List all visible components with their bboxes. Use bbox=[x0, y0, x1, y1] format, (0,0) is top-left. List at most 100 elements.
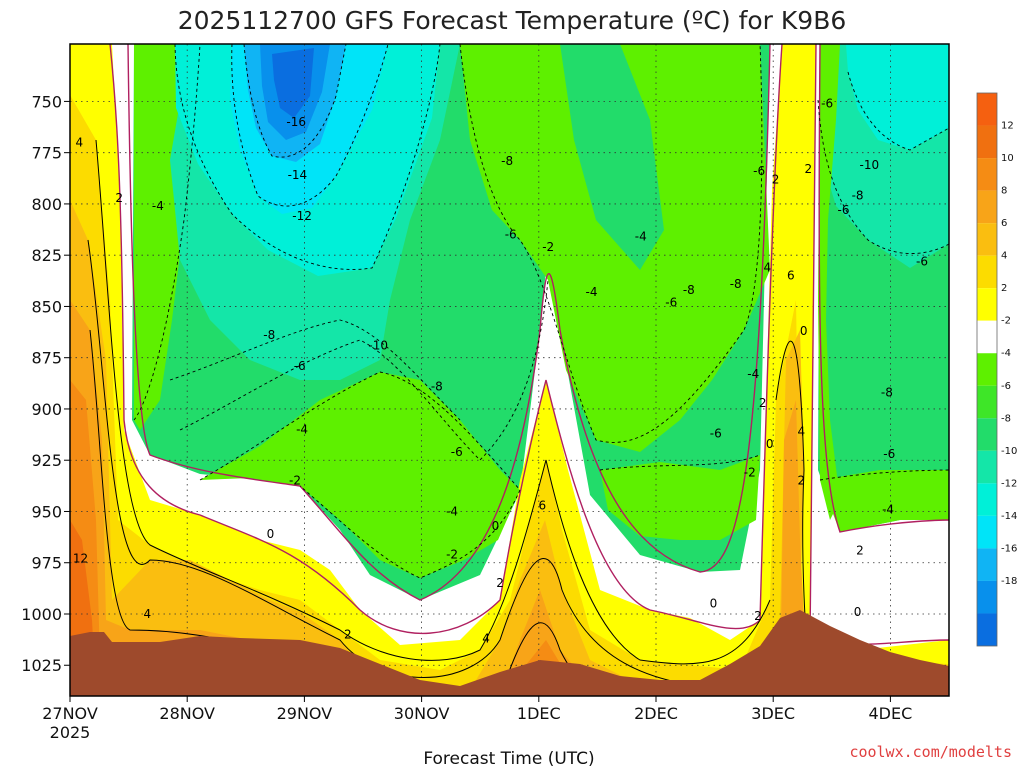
time-axis: 27NOV 28NOV 29NOV 30NOV 1DEC 2DEC 3DEC 4DEC bbox=[42, 696, 912, 723]
contour-label: -6 bbox=[710, 427, 722, 441]
x-tick-label: 4DEC bbox=[869, 704, 913, 723]
band-minus-4-b bbox=[460, 44, 770, 452]
colorbar-swatch bbox=[977, 385, 997, 419]
contour-labels: 42-4-16-14-12-8-6-2-4-4-6-8 -8-622-6-10-8… bbox=[73, 96, 928, 645]
contour-label: 2 bbox=[759, 396, 767, 410]
x-tick-label: 3DEC bbox=[751, 704, 795, 723]
colorbar-swatch bbox=[977, 450, 997, 484]
band-minus-4-d bbox=[818, 44, 840, 520]
contour-line bbox=[199, 371, 521, 579]
y-tick-label: 750 bbox=[31, 92, 62, 111]
contour-label: -10 bbox=[859, 158, 879, 172]
contour-label: -2 bbox=[542, 240, 554, 254]
contour-label: -6 bbox=[505, 228, 517, 242]
colorbar-swatch bbox=[977, 613, 997, 646]
contour-label: 0 bbox=[800, 324, 808, 338]
contour-label: 2 bbox=[805, 162, 813, 176]
contour-label: -8 bbox=[730, 277, 742, 291]
contour-label: -6 bbox=[451, 445, 463, 459]
contour-label: -8 bbox=[263, 328, 275, 342]
contour-label: -2 bbox=[446, 548, 458, 562]
contour-label: 2 bbox=[754, 609, 762, 623]
x-tick-label: 27NOV bbox=[42, 704, 98, 723]
contour-label: 4 bbox=[764, 260, 772, 274]
contour-label: 0 bbox=[766, 437, 774, 451]
contour-label: -12 bbox=[292, 209, 312, 223]
colorbar-label: -16 bbox=[1001, 543, 1017, 554]
contour-label: 6 bbox=[538, 498, 546, 512]
colorbar-swatch bbox=[977, 515, 997, 549]
contour-line bbox=[109, 44, 783, 635]
contour-line bbox=[817, 99, 949, 254]
colorbar-label: -18 bbox=[1001, 576, 1017, 587]
y-tick-label: 1025 bbox=[21, 656, 62, 675]
contour-line bbox=[174, 44, 441, 270]
colorbar-swatch bbox=[977, 288, 997, 321]
contour-label: 0 bbox=[710, 597, 718, 611]
contour-label: 2 bbox=[115, 191, 123, 205]
contour-label: -10 bbox=[368, 338, 388, 352]
contour-label: -4 bbox=[296, 422, 308, 436]
contour-label: -16 bbox=[286, 115, 306, 129]
colorbar-label: -10 bbox=[1001, 446, 1017, 457]
contour-label: 4 bbox=[76, 135, 84, 149]
plot-frame bbox=[69, 43, 950, 697]
y-tick-label: 875 bbox=[31, 349, 62, 368]
contour-label: -6 bbox=[883, 447, 895, 461]
contour-label: 12 bbox=[73, 552, 88, 566]
contour-line bbox=[459, 44, 763, 443]
contour-label: 0 bbox=[267, 527, 275, 541]
contour-label: 4 bbox=[482, 632, 490, 646]
colorbar-swatch bbox=[977, 190, 997, 224]
x-tick-label: 2DEC bbox=[634, 704, 678, 723]
surface-terrain bbox=[70, 610, 949, 696]
x-tick-label: 28NOV bbox=[159, 704, 215, 723]
y-tick-label: 1000 bbox=[21, 605, 62, 624]
band-minus-4-e bbox=[600, 455, 760, 540]
contour-label: -2 bbox=[289, 474, 301, 488]
colorbar-swatch bbox=[977, 125, 997, 159]
contour-label: -6 bbox=[753, 164, 765, 178]
contour-line bbox=[818, 44, 949, 533]
colorbar-swatch bbox=[977, 320, 997, 354]
contour-label: -8 bbox=[431, 379, 443, 393]
x-tick-label: 29NOV bbox=[277, 704, 333, 723]
contour-label: 2 bbox=[772, 172, 780, 186]
contour-label: -4 bbox=[747, 367, 759, 381]
colorbar-label: 2 bbox=[1001, 283, 1007, 294]
contour-label: 0 bbox=[492, 519, 500, 533]
colorbar-swatch bbox=[977, 158, 997, 191]
band-minus-20-overlay bbox=[272, 48, 314, 118]
colorbar-swatch bbox=[977, 548, 997, 581]
contour-label: 6 bbox=[787, 269, 795, 283]
y-tick-label: 975 bbox=[31, 554, 62, 573]
colorbar-label: 6 bbox=[1001, 218, 1007, 229]
contour-line bbox=[179, 279, 549, 461]
colorbar-swatch bbox=[977, 93, 997, 126]
y-tick-label: 825 bbox=[31, 246, 62, 265]
colorbar-frame bbox=[976, 92, 998, 647]
contour-label: -4 bbox=[586, 285, 598, 299]
colorbar-swatch bbox=[977, 483, 997, 516]
contour-line bbox=[599, 454, 761, 471]
y-tick-label: 775 bbox=[31, 144, 62, 163]
contour-line bbox=[95, 139, 771, 665]
colorbar-label: -2 bbox=[1001, 316, 1011, 327]
y-tick-label: 925 bbox=[31, 451, 62, 470]
y-tick-label: 950 bbox=[31, 502, 62, 521]
colorbar-label: 12 bbox=[1001, 121, 1014, 132]
contour-label: -6 bbox=[665, 295, 677, 309]
colorbar-swatch bbox=[977, 353, 997, 386]
colorbar-swatch bbox=[977, 255, 997, 289]
contour-label: -6 bbox=[294, 359, 306, 373]
contour-line bbox=[847, 71, 949, 151]
contour-label: -8 bbox=[881, 386, 893, 400]
colorbar-swatch bbox=[977, 223, 997, 256]
credit-text: coolwx.com/modelts bbox=[849, 743, 1012, 761]
colorbar-label: -6 bbox=[1001, 381, 1011, 392]
y-tick-label: 800 bbox=[31, 195, 62, 214]
contour-label: -4 bbox=[635, 230, 647, 244]
contour-label: 4 bbox=[798, 425, 806, 439]
plot-area: 42-4-16-14-12-8-6-2-4-4-6-8 -8-622-6-10-8… bbox=[70, 44, 949, 696]
x-tick-label: 30NOV bbox=[394, 704, 450, 723]
